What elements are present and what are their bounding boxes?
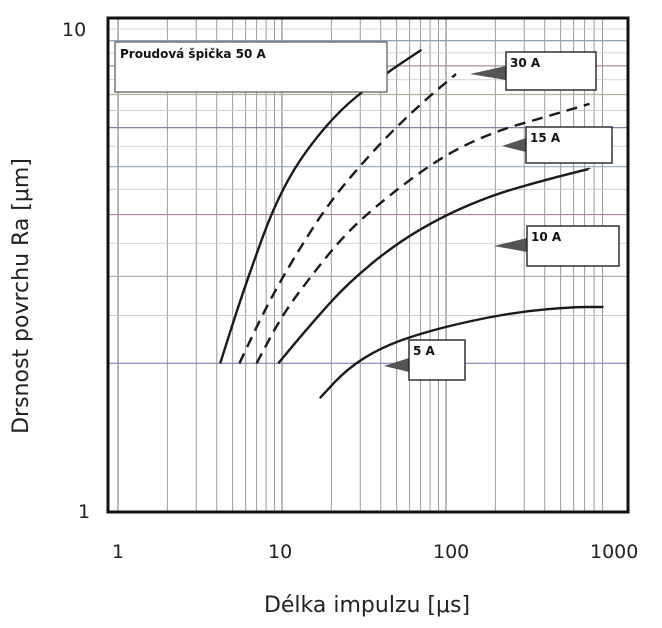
tick-labels: 10 1 1 10 100 1000 [62, 19, 638, 563]
callout-pointer-10-a [494, 238, 527, 252]
series-line-15-a [255, 102, 590, 364]
series-line-10-a [277, 167, 591, 365]
legend: Proudová špička 50 A [114, 41, 388, 93]
callout-box-10-a [526, 225, 620, 267]
callout-pointer-5-a [384, 358, 409, 372]
callout-pointer-15-a [502, 138, 526, 152]
series-line-30-a [238, 73, 457, 364]
x-tick-label-10: 10 [268, 541, 292, 563]
callouts: 30 A 15 A 10 A 5 A [384, 51, 620, 381]
x-tick-label-100: 100 [433, 541, 469, 563]
x-tick-label-1: 1 [112, 541, 124, 563]
x-tick-label-1000: 1000 [590, 541, 638, 563]
callout-pointer-30-a [470, 66, 506, 80]
series-line-50-a [219, 49, 422, 364]
callout-box-5-a [408, 339, 466, 381]
callout-box-15-a [525, 126, 613, 164]
y-tick-label-10: 10 [62, 19, 86, 41]
y-axis-title: Drsnost povrchu Ra [μm] [9, 158, 34, 434]
series-line-5-a [318, 305, 604, 400]
x-axis-title: Délka impulzu [μs] [264, 593, 470, 618]
callout-label-10-a: 10 A [531, 230, 562, 244]
callout-label-15-a: 15 A [530, 131, 561, 145]
callout-box-30-a [505, 51, 597, 91]
legend-box [114, 41, 388, 93]
curves [219, 49, 604, 400]
callout-label-30-a: 30 A [510, 56, 541, 70]
y-tick-label-1: 1 [78, 501, 90, 523]
callout-label-5-a: 5 A [413, 344, 436, 358]
legend-title: Proudová špička 50 A [120, 47, 267, 61]
plot-frame [106, 16, 630, 514]
